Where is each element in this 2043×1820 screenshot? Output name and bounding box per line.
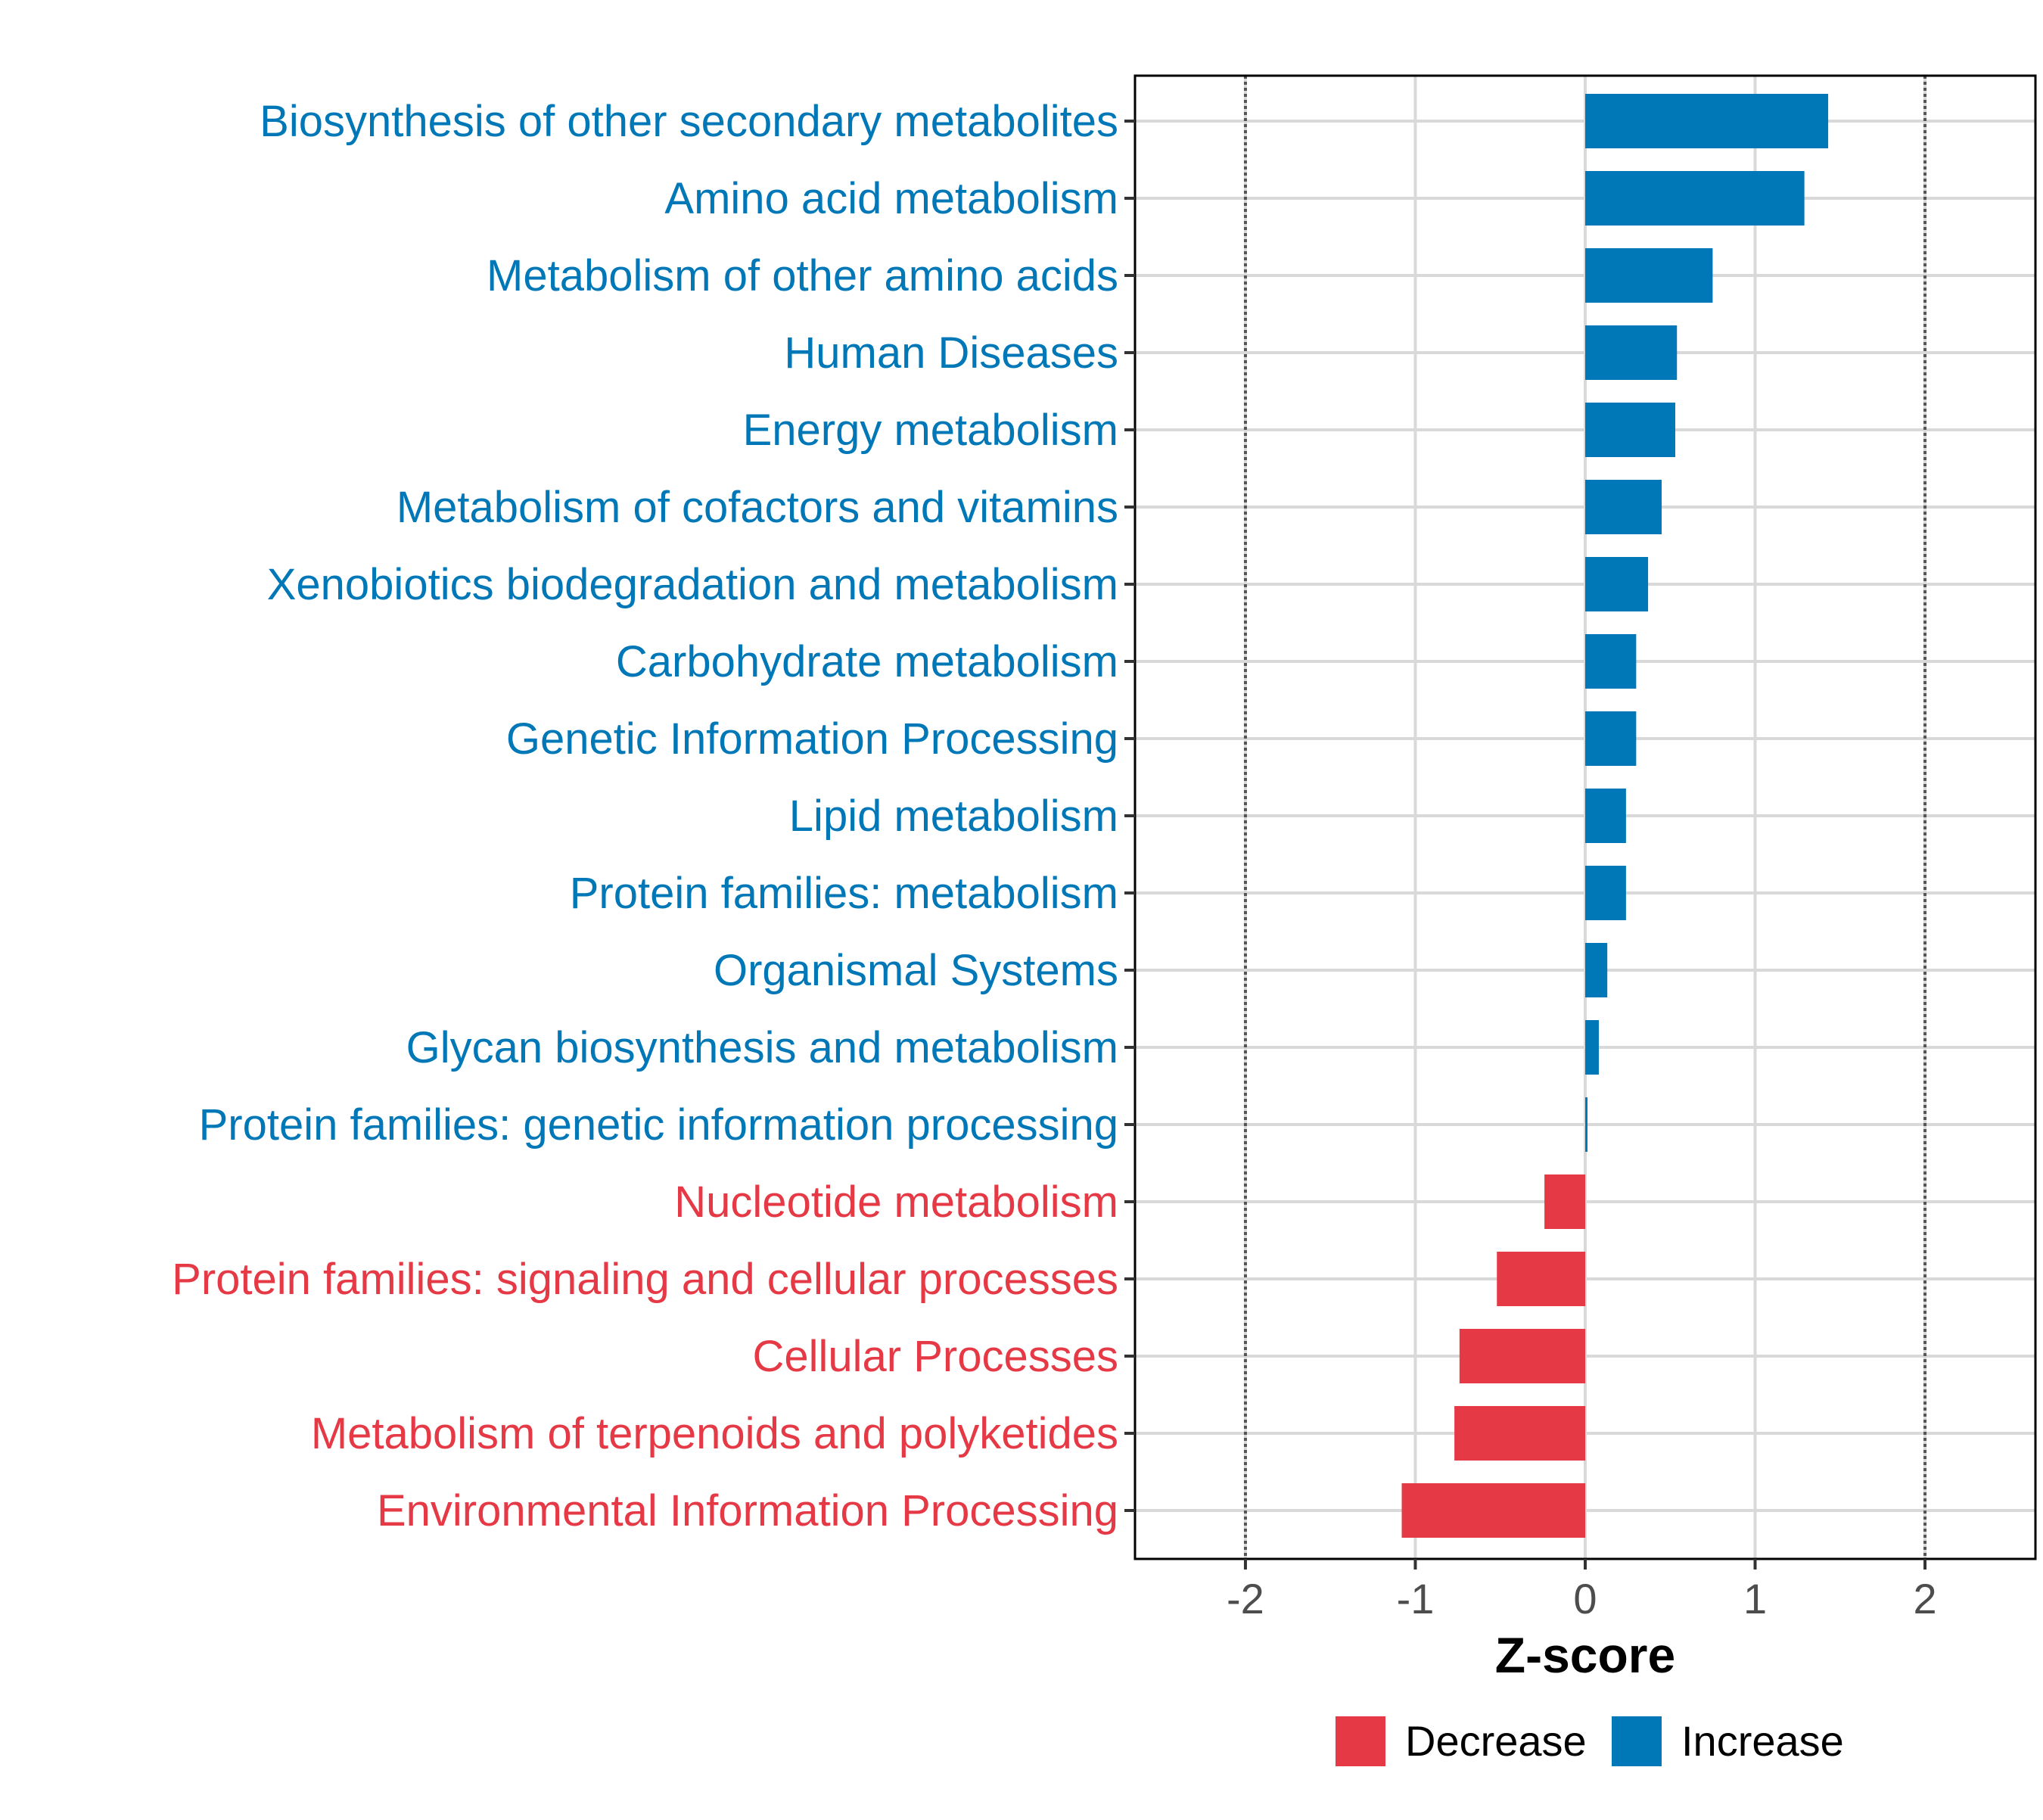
bar bbox=[1497, 1252, 1585, 1306]
x-tick-label: 2 bbox=[1913, 1575, 1936, 1622]
category-label: Metabolism of cofactors and vitamins bbox=[396, 483, 1118, 532]
bar bbox=[1585, 711, 1637, 766]
legend: Decrease Increase bbox=[1336, 1716, 1844, 1766]
category-label: Cellular Processes bbox=[752, 1332, 1118, 1381]
legend-label: Increase bbox=[1681, 1717, 1844, 1765]
x-tick-label: 1 bbox=[1743, 1575, 1767, 1622]
bar bbox=[1585, 557, 1649, 611]
bar bbox=[1459, 1329, 1585, 1383]
category-label: Metabolism of terpenoids and polyketides bbox=[311, 1409, 1118, 1458]
category-label: Protein families: signaling and cellular… bbox=[172, 1255, 1118, 1304]
category-label: Protein families: metabolism bbox=[570, 869, 1118, 918]
bar bbox=[1585, 634, 1637, 689]
bar bbox=[1585, 480, 1662, 534]
category-label: Nucleotide metabolism bbox=[674, 1178, 1118, 1227]
bar bbox=[1585, 943, 1608, 997]
legend-swatch bbox=[1612, 1716, 1662, 1766]
bar bbox=[1585, 866, 1626, 920]
bar bbox=[1585, 1097, 1587, 1152]
bar bbox=[1544, 1174, 1585, 1229]
x-tick-label: 0 bbox=[1573, 1575, 1597, 1622]
bar bbox=[1585, 403, 1675, 457]
category-label: Amino acid metabolism bbox=[664, 174, 1118, 223]
bar bbox=[1585, 248, 1713, 303]
bar bbox=[1454, 1406, 1585, 1461]
category-label: Biosynthesis of other secondary metaboli… bbox=[260, 97, 1118, 146]
category-label: Environmental Information Processing bbox=[377, 1486, 1118, 1535]
bars-layer bbox=[1401, 94, 1829, 1538]
bar bbox=[1585, 171, 1805, 226]
x-axis: -2 -1 0 1 2 bbox=[1227, 1559, 1937, 1622]
category-label: Energy metabolism bbox=[743, 406, 1118, 455]
category-label: Glycan biosynthesis and metabolism bbox=[406, 1023, 1118, 1072]
legend-swatch bbox=[1336, 1716, 1385, 1766]
category-label: Organismal Systems bbox=[714, 946, 1118, 995]
bar bbox=[1585, 94, 1829, 148]
bar bbox=[1585, 789, 1626, 843]
category-label: Genetic Information Processing bbox=[506, 714, 1118, 764]
category-label: Lipid metabolism bbox=[789, 792, 1118, 841]
bar bbox=[1585, 1020, 1599, 1075]
bar bbox=[1401, 1483, 1585, 1538]
category-label: Human Diseases bbox=[784, 328, 1118, 378]
legend-label: Decrease bbox=[1405, 1717, 1587, 1765]
x-tick-label: -1 bbox=[1397, 1575, 1435, 1622]
x-axis-title: Z-score bbox=[1495, 1627, 1675, 1683]
bar bbox=[1585, 325, 1678, 380]
category-label: Metabolism of other amino acids bbox=[487, 251, 1118, 300]
category-label: Xenobiotics biodegradation and metabolis… bbox=[267, 560, 1118, 609]
category-label: Protein families: genetic information pr… bbox=[199, 1100, 1118, 1150]
reference-lines bbox=[1243, 76, 1927, 1559]
category-label: Carbohydrate metabolism bbox=[616, 637, 1118, 686]
x-tick-label: -2 bbox=[1227, 1575, 1264, 1622]
y-axis: Biosynthesis of other secondary metaboli… bbox=[172, 97, 1135, 1535]
